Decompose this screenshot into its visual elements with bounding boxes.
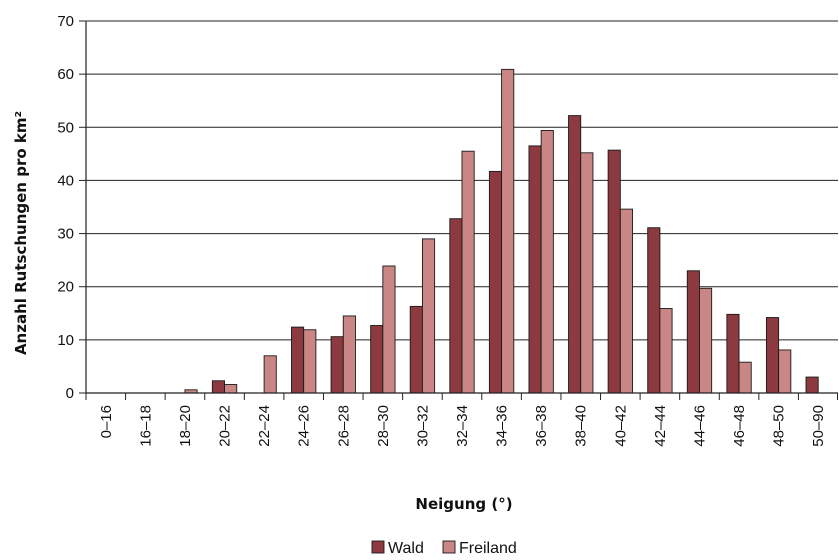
bar-freiland-16 [738,361,752,394]
bar-freiland-8 [421,238,436,394]
x-tick-label: 42–44 [652,405,669,447]
x-tick-label: 40–42 [612,405,629,447]
x-tick-label: 32–34 [454,405,471,447]
legend-swatch-freiland [442,540,456,554]
bar-wald-15 [686,270,700,394]
bar-freiland-3 [224,384,238,394]
x-tick-label: 18–20 [177,405,194,447]
x-tick-label: 46–48 [731,405,748,447]
bar-wald-10 [488,170,503,394]
bar-wald-11 [528,145,542,394]
x-tick-label: 34–36 [494,405,511,447]
y-tick-labels: 0 10 20 30 40 50 60 70 [57,13,74,402]
bar-freiland-15 [699,287,713,394]
bar-freiland-7 [382,265,396,394]
bar-freiland-11 [540,130,554,394]
x-tick-label: 16–18 [137,405,154,447]
bar-freiland-10 [501,68,515,394]
bar-wald-5 [291,326,305,394]
x-tick-label: 44–46 [691,405,708,447]
legend-swatch-wald [371,540,385,554]
bar-freiland-17 [778,349,792,394]
bar-wald-12 [568,115,582,394]
bar-freiland-9 [461,150,475,394]
x-tick-label: 24–26 [296,405,313,447]
bars [184,68,819,394]
legend-label-freiland: Freiland [459,540,517,557]
y-tick-label: 30 [57,226,74,243]
x-tick-label: 28–30 [375,405,392,447]
bar-freiland-12 [580,152,594,394]
y-tick-label: 70 [57,13,74,30]
bar-freiland-6 [342,315,356,394]
x-tick-labels: 0–16 16–18 18–20 20–22 22–24 24–26 26–28 28–30 3… [98,405,827,447]
x-tick-label: 48–50 [771,405,788,447]
x-tick-label: 36–38 [533,405,550,447]
legend: Wald Freiland [371,540,517,557]
bar-freiland-14 [659,308,673,394]
bar-wald-9 [449,218,463,394]
x-tick-label: 22–24 [256,405,273,447]
bar-wald-6 [330,336,344,394]
bar-wald-14 [647,227,661,394]
x-axis-label: Neigung (°) [415,495,512,513]
y-tick-label: 60 [57,66,74,83]
x-tick-label: 30–32 [414,405,431,447]
legend-label-wald: Wald [388,540,424,557]
bar-wald-18 [805,376,819,394]
axes [85,21,838,400]
x-tick-label: 0–16 [98,405,115,438]
x-tick-label: 26–28 [335,405,352,447]
y-axis-label: Anzahl Rutschungen pro km² [12,111,30,355]
bar-wald-16 [726,313,740,394]
bar-freiland-13 [619,208,633,394]
bar-freiland-4 [263,355,277,394]
y-tick-label: 40 [57,172,74,189]
bar-wald-8 [409,305,423,394]
y-tick-label: 10 [57,332,74,349]
bar-wald-3 [211,380,225,394]
bar-wald-13 [607,149,621,394]
bar-wald-7 [370,325,384,394]
y-tick-label: 20 [57,279,74,296]
bar-wald-17 [765,317,780,394]
x-tick-label: 20–22 [217,405,234,447]
bar-freiland-5 [303,329,317,394]
x-tick-label: 38–40 [573,405,590,447]
y-tick-label: 0 [66,385,74,402]
x-tick-label: 50–90 [810,405,827,447]
y-tick-label: 50 [57,119,74,136]
